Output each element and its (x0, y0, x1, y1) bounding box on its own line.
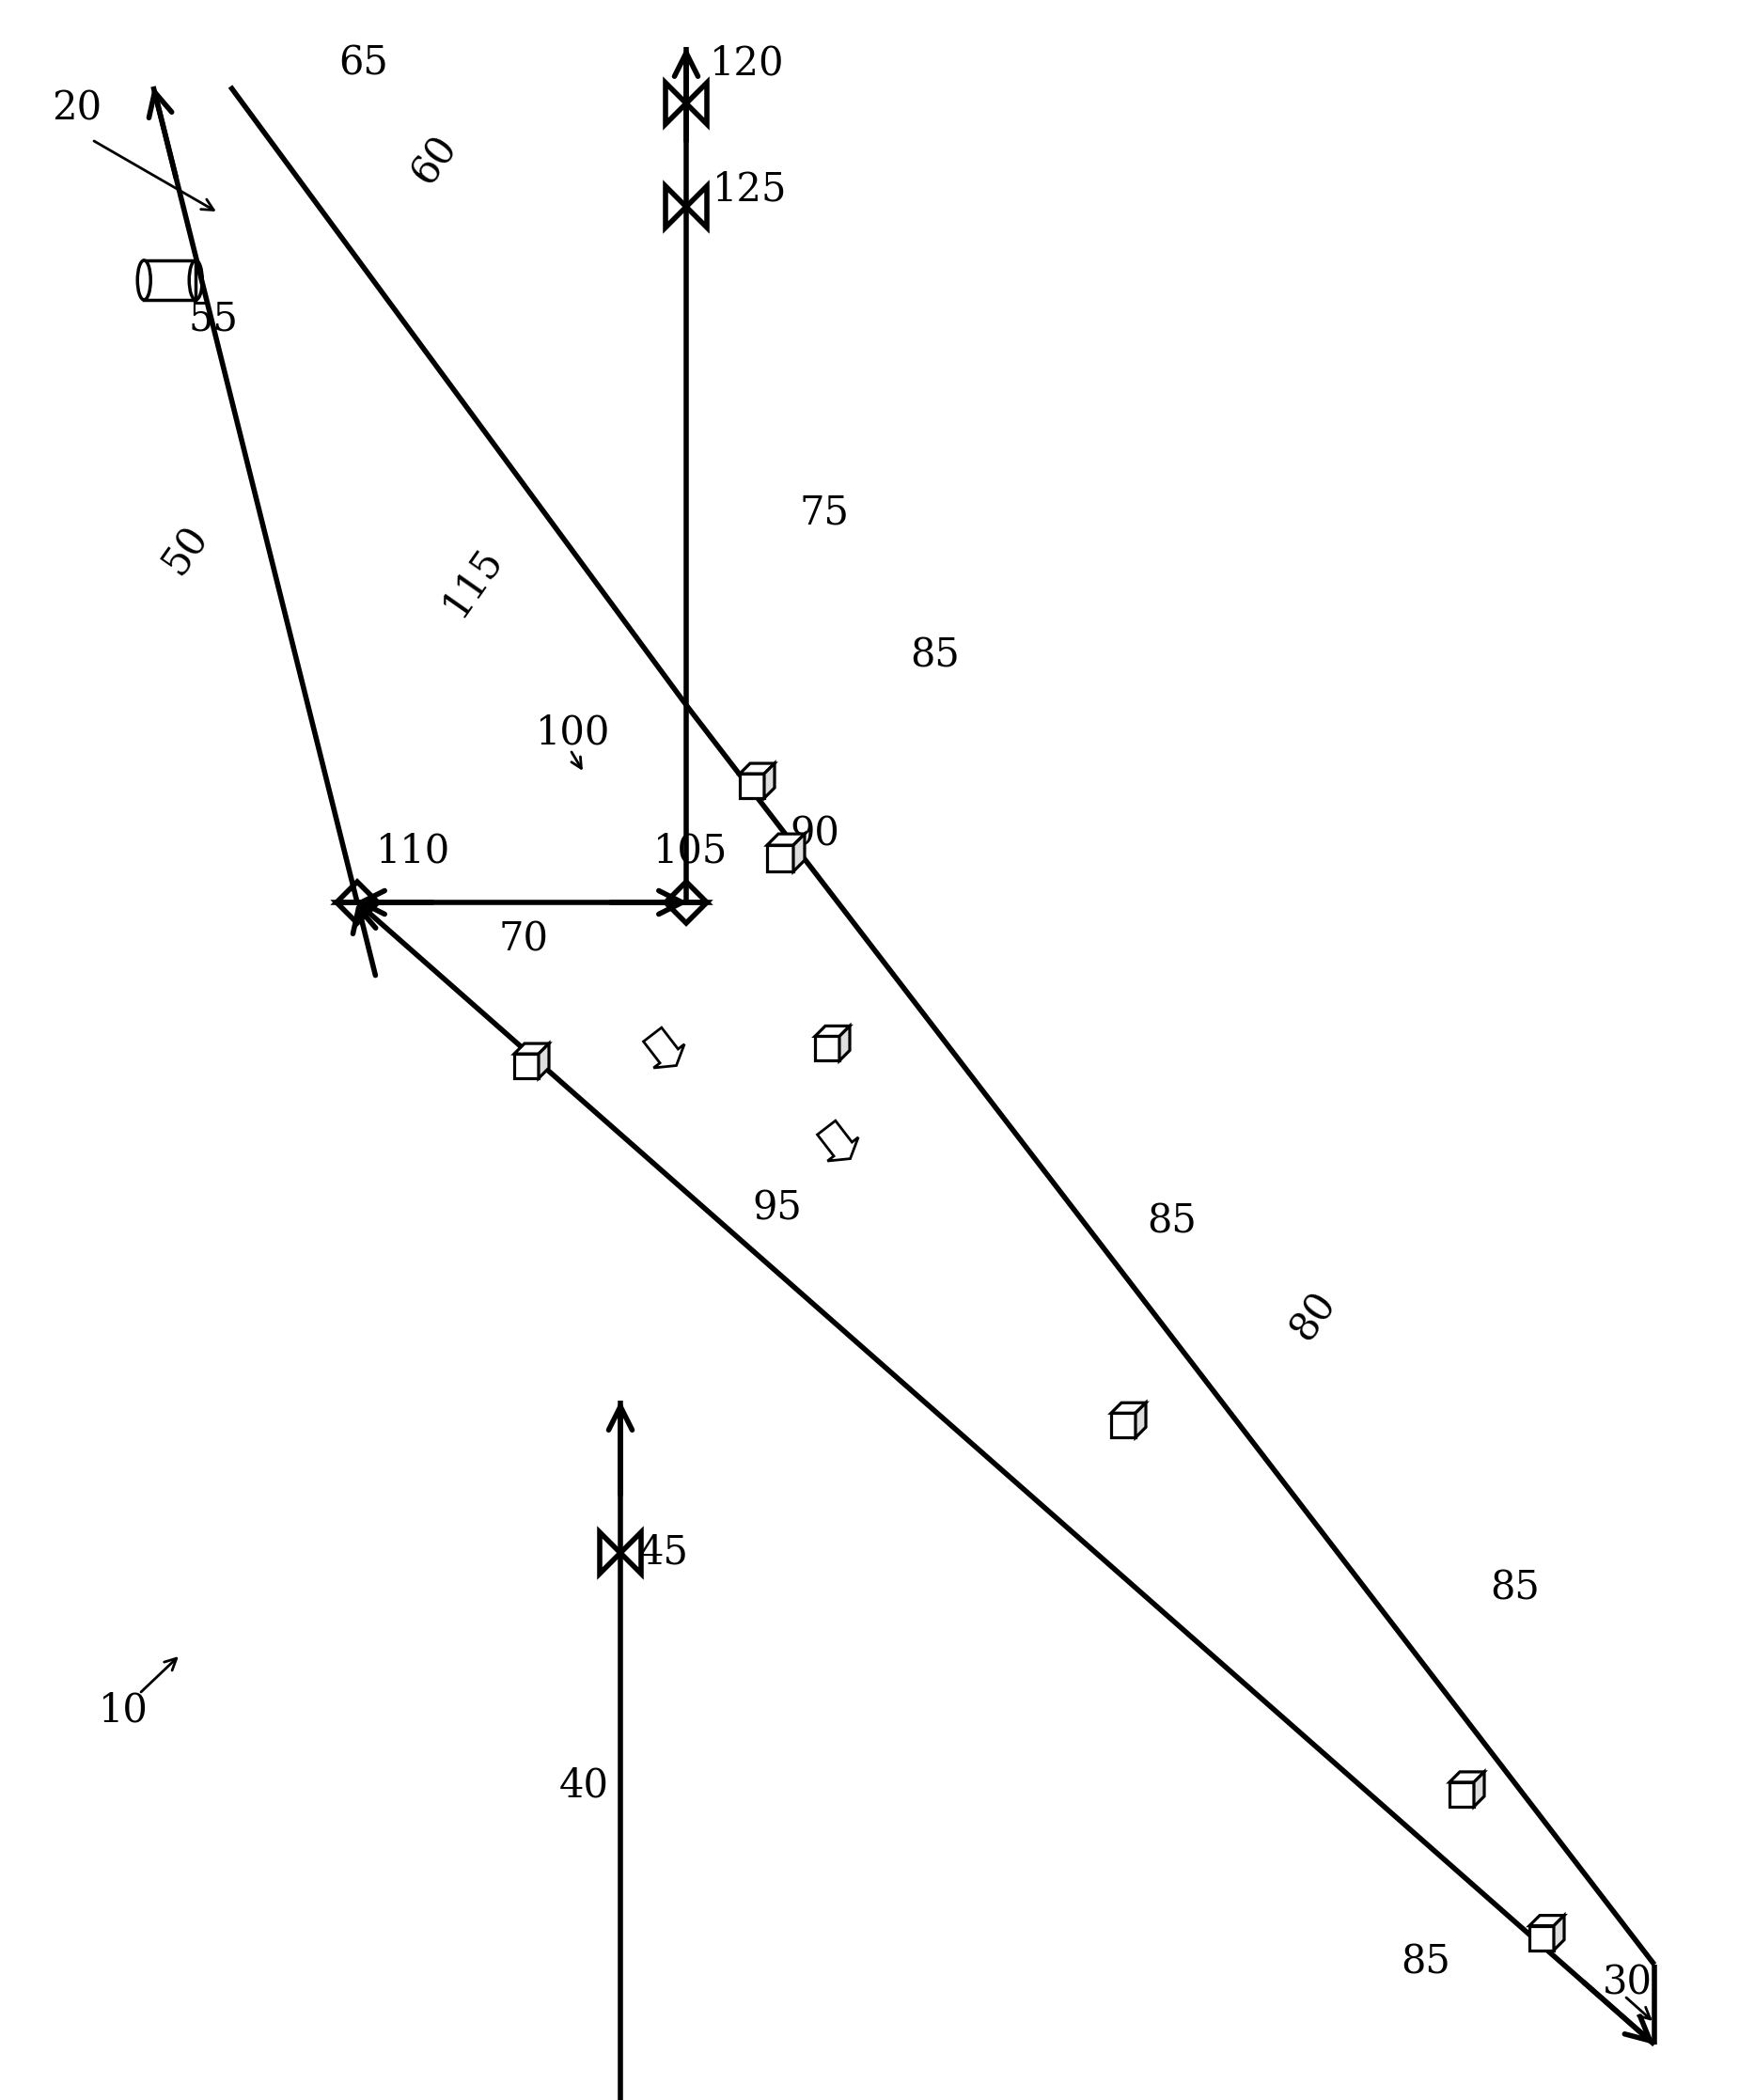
Text: 95: 95 (751, 1189, 802, 1228)
Text: 100: 100 (536, 714, 610, 754)
Bar (767, 844, 793, 872)
Polygon shape (1529, 1915, 1563, 1926)
Text: 115: 115 (435, 540, 510, 624)
Text: 10: 10 (99, 1691, 148, 1730)
Polygon shape (840, 1027, 850, 1060)
Text: 60: 60 (403, 128, 464, 191)
Text: 85: 85 (909, 636, 960, 676)
Polygon shape (763, 764, 774, 798)
Bar (515, 1054, 539, 1077)
Polygon shape (1111, 1403, 1146, 1413)
Polygon shape (793, 834, 805, 871)
Polygon shape (739, 764, 774, 773)
Ellipse shape (137, 260, 151, 300)
Text: 85: 85 (1146, 1203, 1196, 1241)
Text: 40: 40 (560, 1766, 609, 1806)
Text: 70: 70 (497, 920, 548, 960)
Bar (1111, 1413, 1136, 1439)
Text: 105: 105 (654, 832, 729, 871)
Text: 110: 110 (376, 832, 450, 871)
Polygon shape (816, 1027, 850, 1035)
Text: 75: 75 (798, 494, 849, 531)
Text: 30: 30 (1603, 1964, 1652, 2003)
Bar (816, 1035, 840, 1060)
Text: 120: 120 (710, 44, 784, 84)
Polygon shape (1475, 1772, 1485, 1806)
Text: 85: 85 (1490, 1569, 1539, 1609)
Polygon shape (515, 1044, 550, 1054)
Text: 85: 85 (1400, 1943, 1450, 1982)
Text: 20: 20 (52, 88, 101, 128)
Bar (739, 773, 763, 798)
Text: 80: 80 (1283, 1285, 1344, 1348)
Text: 45: 45 (640, 1533, 689, 1573)
Text: 50: 50 (155, 519, 216, 582)
Bar (144, 260, 197, 300)
Text: 125: 125 (713, 170, 788, 210)
Polygon shape (1450, 1772, 1485, 1783)
Text: 55: 55 (188, 300, 238, 340)
Bar (1450, 1783, 1475, 1806)
Text: 65: 65 (339, 44, 388, 84)
Polygon shape (1136, 1403, 1146, 1439)
Polygon shape (539, 1044, 550, 1077)
Bar (1529, 1926, 1555, 1951)
Polygon shape (767, 834, 805, 844)
Polygon shape (1555, 1915, 1563, 1951)
Text: 90: 90 (790, 815, 840, 855)
